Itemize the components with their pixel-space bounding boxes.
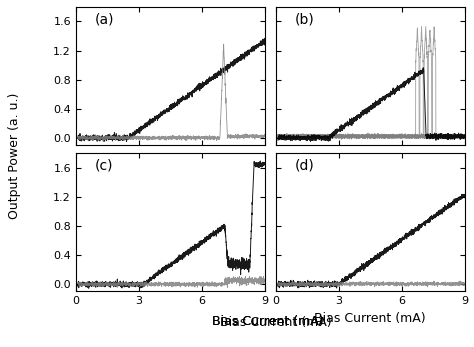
X-axis label: Bias Current (mA): Bias Current (mA) <box>220 316 332 329</box>
Text: (d): (d) <box>295 159 314 173</box>
Text: Output Power (a. u.): Output Power (a. u.) <box>8 93 21 219</box>
Text: (c): (c) <box>95 159 113 173</box>
Text: Bias Current (mA): Bias Current (mA) <box>212 315 324 328</box>
Text: (a): (a) <box>95 12 114 26</box>
Text: (b): (b) <box>295 12 314 26</box>
Text: Bias Current (mA): Bias Current (mA) <box>212 315 324 328</box>
X-axis label: Bias Current (mA): Bias Current (mA) <box>314 312 426 325</box>
